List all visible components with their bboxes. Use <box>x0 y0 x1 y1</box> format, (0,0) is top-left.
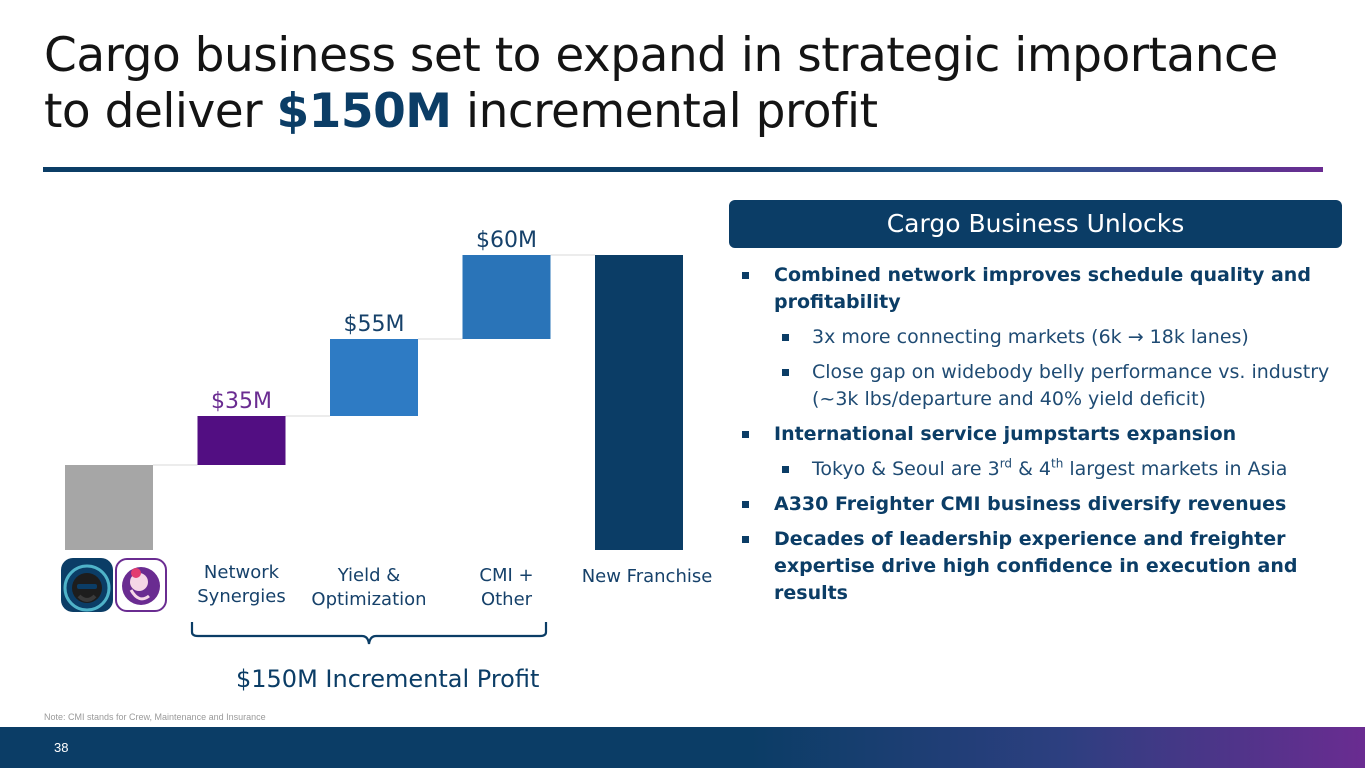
footnote: Note: CMI stands for Crew, Maintenance a… <box>44 712 266 722</box>
ordinal-suffix: th <box>1051 456 1064 471</box>
waterfall-bar <box>595 255 683 550</box>
sub-bullet-text: Close gap on widebody belly performance … <box>812 361 1330 410</box>
ordinal-suffix: rd <box>999 456 1013 471</box>
title-highlight: $150M <box>276 84 452 139</box>
slide-title: Cargo business set to expand in strategi… <box>44 28 1334 140</box>
sub-bullet-item: Tokyo & Seoul are 3rd & 4th largest mark… <box>738 456 1338 483</box>
bullet-square-icon <box>782 369 789 376</box>
bullet-list: Combined network improves schedule quali… <box>738 262 1338 615</box>
waterfall-bar <box>197 416 286 465</box>
sub-bullet-text: 3x more connecting markets (6k → 18k lan… <box>812 326 1249 348</box>
bullet-item: Decades of leadership experience and fre… <box>738 526 1338 607</box>
waterfall-bar <box>65 465 153 550</box>
sub-bullet-text: Tokyo & Seoul are 3 <box>812 458 1000 480</box>
bullet-square-icon <box>782 334 789 341</box>
bar-value-label: $35M <box>211 389 272 414</box>
bullet-item: A330 Freighter CMI business diversify re… <box>738 491 1338 518</box>
category-label: New Franchise <box>582 566 713 587</box>
category-label: Network <box>204 562 280 583</box>
category-label: Yield & <box>337 565 401 586</box>
category-label: Other <box>481 589 533 610</box>
title-divider <box>43 167 1323 172</box>
bullet-square-icon <box>742 431 749 438</box>
waterfall-bar <box>462 255 551 339</box>
sub-bullet-item: 3x more connecting markets (6k → 18k lan… <box>738 324 1338 351</box>
footer-bar: 38 <box>0 727 1365 768</box>
category-label: CMI + <box>479 565 533 586</box>
bar-value-label: $60M <box>476 228 537 253</box>
bullet-text: Decades of leadership experience and fre… <box>774 528 1298 604</box>
category-label: Synergies <box>197 586 286 607</box>
sub-bullet-text: largest markets in Asia <box>1063 458 1288 480</box>
sub-bullet-item: Close gap on widebody belly performance … <box>738 359 1338 413</box>
airline-logos <box>61 558 167 614</box>
bullet-square-icon <box>782 466 789 473</box>
page-number: 38 <box>54 740 69 755</box>
bullet-item: Combined network improves schedule quali… <box>738 262 1338 316</box>
title-text-2: incremental profit <box>451 84 878 139</box>
bullet-square-icon <box>742 272 749 279</box>
bar-value-label: $55M <box>344 312 405 337</box>
bullet-text: Combined network improves schedule quali… <box>774 264 1311 313</box>
waterfall-chart: $35M Network Synergies $55M Yield & Optimizat… <box>65 228 713 610</box>
bullet-square-icon <box>742 501 749 508</box>
bullet-item: International service jumpstarts expansi… <box>738 421 1338 448</box>
alaska-airlines-icon <box>61 558 113 612</box>
panel-header: Cargo Business Unlocks <box>729 200 1342 248</box>
sub-bullet-text: & 4 <box>1012 458 1052 480</box>
category-label: Optimization <box>311 589 426 610</box>
hawaiian-airlines-icon <box>115 558 167 612</box>
bullet-text: International service jumpstarts expansi… <box>774 423 1237 445</box>
title-text-1: Cargo business set to expand in strategi… <box>44 28 1278 139</box>
bullet-text: A330 Freighter CMI business diversify re… <box>774 493 1287 515</box>
incremental-bracket <box>190 622 548 645</box>
total-incremental-label: $150M Incremental Profit <box>236 665 540 693</box>
bullet-square-icon <box>742 536 749 543</box>
waterfall-bar <box>330 339 418 416</box>
